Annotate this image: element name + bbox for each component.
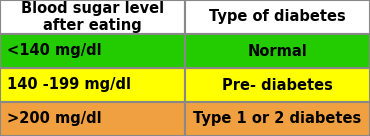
Bar <box>185 102 370 136</box>
Bar <box>185 0 370 34</box>
Text: Pre- diabetes: Pre- diabetes <box>222 78 333 92</box>
Text: 140 -199 mg/dl: 140 -199 mg/dl <box>7 78 131 92</box>
Bar <box>0 0 185 34</box>
Bar <box>0 102 185 136</box>
Bar <box>185 68 370 102</box>
Text: Normal: Normal <box>248 44 307 58</box>
Text: Type of diabetes: Type of diabetes <box>209 10 346 24</box>
Text: >200 mg/dl: >200 mg/dl <box>7 112 102 126</box>
Bar <box>185 34 370 68</box>
Bar <box>0 34 185 68</box>
Text: Blood sugar level
after eating: Blood sugar level after eating <box>21 1 164 33</box>
Bar <box>0 68 185 102</box>
Text: Type 1 or 2 diabetes: Type 1 or 2 diabetes <box>194 112 361 126</box>
Text: <140 mg/dl: <140 mg/dl <box>7 44 102 58</box>
